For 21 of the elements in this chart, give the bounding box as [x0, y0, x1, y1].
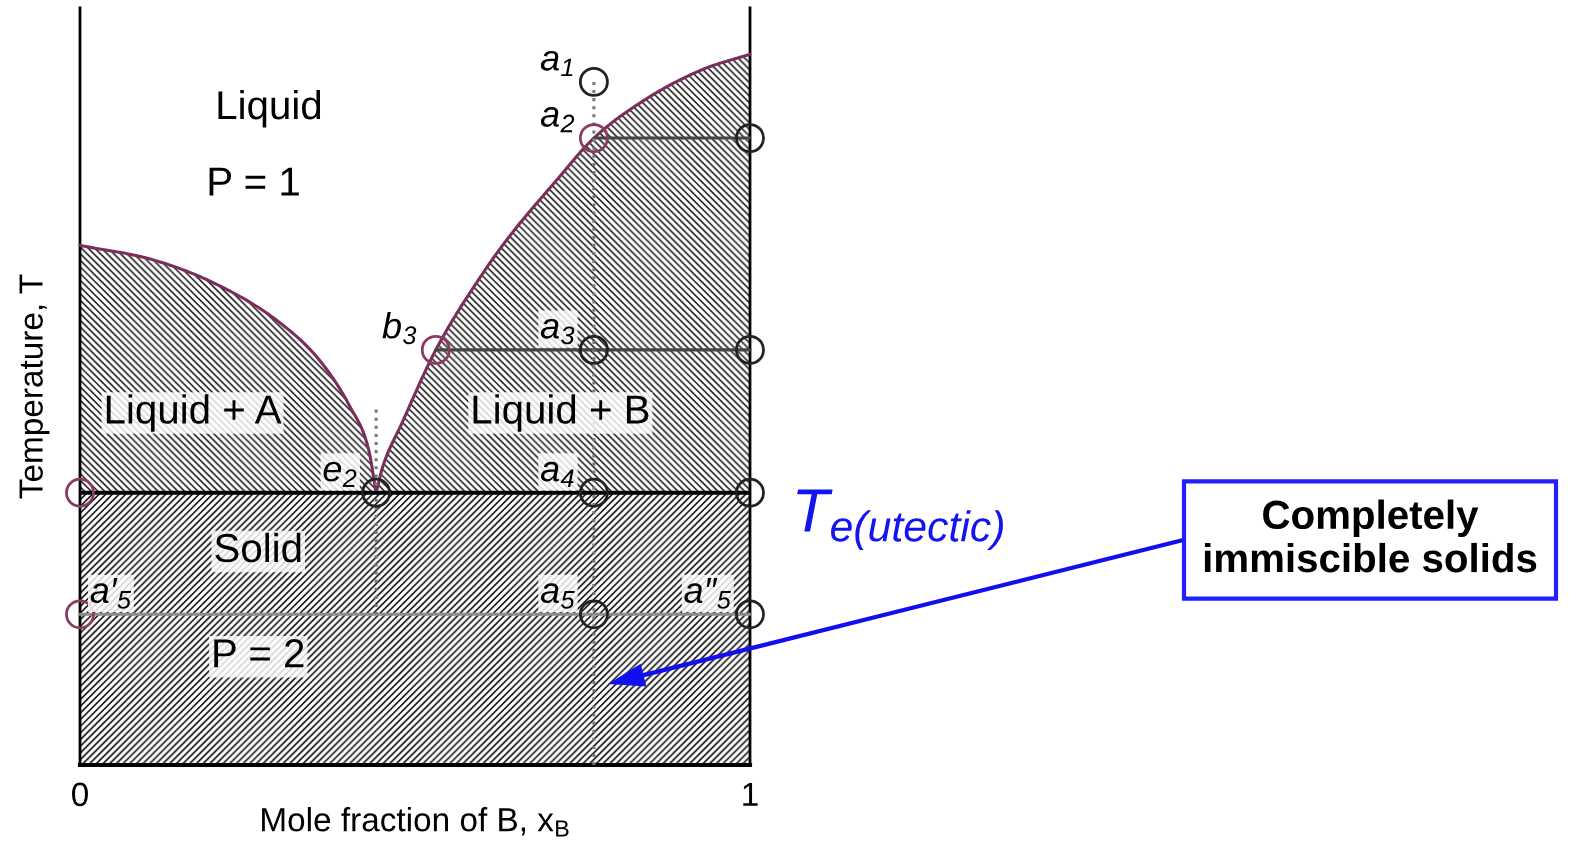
annotation: Liquid + B: [473, 394, 649, 432]
annotation: P = 2: [214, 639, 304, 668]
annotation: a′$_{5}$: [90, 577, 132, 609]
x-tick-label: 0: [72, 782, 88, 807]
y-axis-title: Temperature, T: [19, 274, 50, 499]
annotation: Liquid: [218, 89, 321, 128]
annotation: b$_{3}$: [382, 312, 417, 345]
annotation: a$_{1}$: [540, 50, 573, 77]
text: Completely immiscible solids: [1204, 499, 1537, 573]
x-tick-label: 1: [743, 782, 758, 806]
x-axis-title: Mole fraction of B, x$_{B}$: [262, 807, 569, 837]
annotation: a$_{4}$: [540, 461, 574, 487]
annotation: a$_{3}$: [540, 318, 575, 345]
annotation: Liquid + A: [106, 394, 282, 432]
ref-line-label: T$_{e(utectic)}$: [797, 489, 1003, 551]
annotation: a″$_{5}$: [684, 577, 731, 609]
annotation: Solid: [215, 532, 301, 563]
annotation: e$_{2}$: [323, 461, 357, 487]
annotation: a$_{5}$: [540, 583, 575, 609]
annotation: P = 1: [209, 167, 299, 196]
annotation: a$_{2}$: [540, 107, 575, 133]
